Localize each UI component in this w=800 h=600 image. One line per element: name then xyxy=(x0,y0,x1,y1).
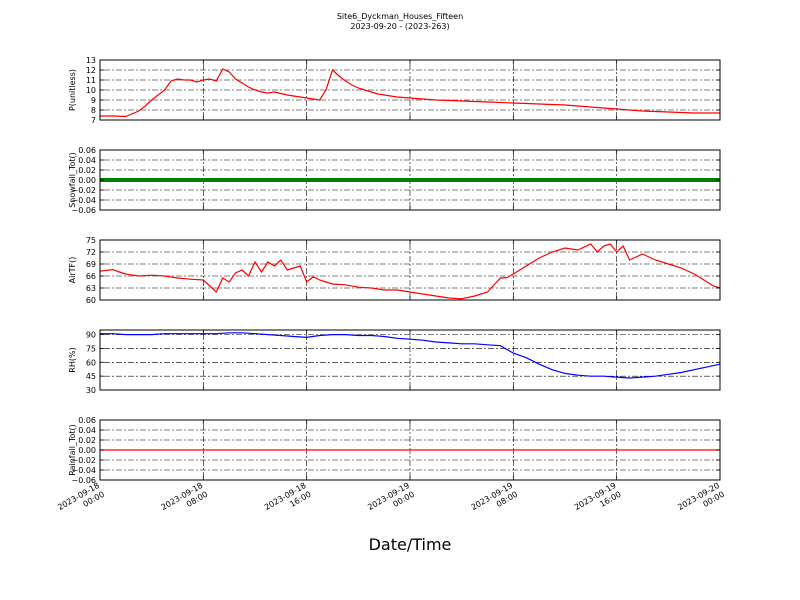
y-tick-label: −0.04 xyxy=(71,196,96,205)
y-tick-label: −0.02 xyxy=(71,186,96,195)
y-tick-label: −0.06 xyxy=(71,206,96,215)
y-tick-label: −0.06 xyxy=(71,476,96,485)
y-tick-label: 90 xyxy=(86,331,96,340)
chart-title: Site6_Dyckman_Houses_Fifteen xyxy=(337,12,463,21)
y-tick-label: 0.04 xyxy=(78,426,96,435)
y-axis-label: Snowfall_Tot() xyxy=(68,152,77,208)
y-tick-label: 8 xyxy=(91,106,96,115)
y-tick-label: −0.04 xyxy=(71,466,96,475)
series-line xyxy=(100,68,720,118)
y-tick-label: 0.02 xyxy=(78,436,96,445)
y-tick-label: 0.02 xyxy=(78,166,96,175)
y-axis-label: RH(%) xyxy=(68,347,77,372)
y-tick-label: 72 xyxy=(86,248,96,257)
y-tick-label: 0.00 xyxy=(78,446,96,455)
chart-panel: −0.06−0.04−0.020.000.020.040.06Snowfall_… xyxy=(68,146,721,215)
chart-panel: 30 45 60 75 90 RH(%) xyxy=(68,329,721,395)
y-tick-label: 60 xyxy=(86,358,96,367)
y-axis-label: P(unitless) xyxy=(68,69,77,111)
chart-panel: 60 63 66 69 72 75 AirTF() xyxy=(68,236,721,305)
y-tick-label: 13 xyxy=(86,56,96,65)
y-tick-label: 0.04 xyxy=(78,156,96,165)
y-tick-label: 60 xyxy=(86,296,96,305)
y-tick-label: 0.06 xyxy=(78,146,96,155)
y-tick-label: 69 xyxy=(86,260,96,269)
chart-subtitle: 2023-09-20 - (2023-263) xyxy=(350,22,449,31)
y-tick-label: 0.06 xyxy=(78,416,96,425)
y-tick-label: 30 xyxy=(86,386,96,395)
y-tick-label: 66 xyxy=(86,272,96,281)
y-axis-label: AirTF() xyxy=(68,257,77,284)
y-tick-label: 45 xyxy=(86,372,96,381)
y-tick-label: 75 xyxy=(86,344,96,353)
y-tick-label: 10 xyxy=(86,86,96,95)
y-tick-label: −0.02 xyxy=(71,456,96,465)
y-tick-label: 7 xyxy=(91,116,96,125)
series-line xyxy=(99,243,721,300)
y-tick-label: 63 xyxy=(86,284,96,293)
y-tick-label: 75 xyxy=(86,236,96,245)
y-axis-label: Rainfall_Tot() xyxy=(68,424,77,476)
y-tick-label: 0.00 xyxy=(78,176,96,185)
y-tick-label: 12 xyxy=(86,66,96,75)
chart-panel: −0.06−0.04−0.020.000.020.040.06Rainfall_… xyxy=(68,416,721,485)
y-tick-label: 9 xyxy=(91,96,96,105)
y-tick-label: 11 xyxy=(86,76,96,85)
x-axis-label: Date/Time xyxy=(369,535,452,554)
